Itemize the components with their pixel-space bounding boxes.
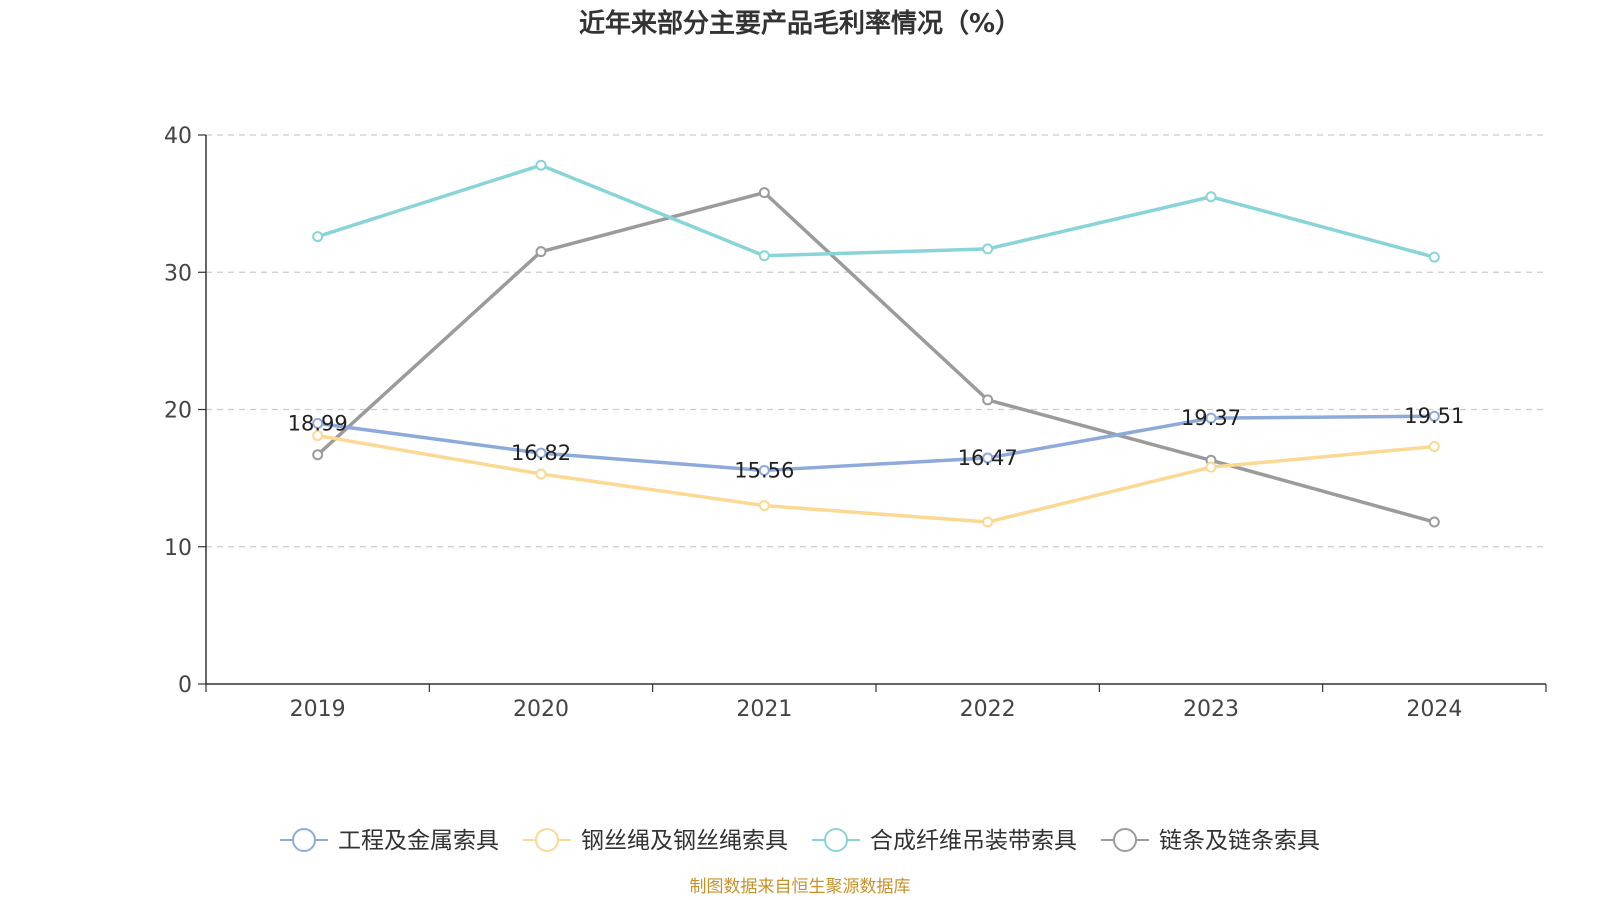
source-note: 制图数据来自恒生聚源数据库 [690, 877, 911, 897]
data-point [758, 187, 770, 199]
data-point [758, 464, 770, 476]
data-point [982, 394, 994, 406]
data-label: 16.47 [958, 446, 1018, 470]
series-line [317, 163, 1435, 259]
data-point [312, 417, 324, 429]
data-label: 15.56 [734, 458, 794, 482]
data-point [758, 250, 770, 262]
y-tick-label: 20 [164, 399, 192, 424]
series-line [317, 414, 1435, 473]
legend-marker-icon [535, 828, 559, 852]
data-point [1428, 441, 1440, 453]
data-label: 19.51 [1404, 404, 1464, 428]
data-point [1205, 461, 1217, 473]
y-tick-label: 0 [178, 673, 192, 698]
axes: 0 10 20 30 40 2019 2020 2021 2022 2023 2024 [164, 124, 1547, 722]
data-label: 18.99 [288, 411, 348, 435]
data-point [758, 500, 770, 512]
y-tick-label: 30 [164, 261, 192, 286]
legend-item: 钢丝绳及钢丝绳索具 [523, 828, 788, 854]
series-line [316, 190, 1435, 524]
data-point [1428, 516, 1440, 528]
legend-item: 链条及链条索具 [1101, 828, 1320, 854]
legend-label: 合成纤维吊装带索具 [870, 828, 1077, 854]
legend-label: 钢丝绳及钢丝绳索具 [581, 828, 788, 854]
legend-marker-icon [1113, 828, 1137, 852]
series [312, 159, 1440, 528]
data-point [1205, 412, 1217, 424]
x-tick-label: 2024 [1406, 697, 1462, 722]
y-tick-label: 10 [164, 536, 192, 561]
legend-marker-icon [824, 828, 848, 852]
series-line [317, 433, 1435, 524]
data-point [535, 159, 547, 171]
data-point [982, 516, 994, 528]
legend: 工程及金属索具 钢丝绳及钢丝绳索具 合成纤维吊装带索具 链条及链条索具 [280, 828, 1320, 854]
data-label: 19.37 [1181, 406, 1241, 430]
data-point [312, 231, 324, 243]
y-tick-label: 40 [164, 124, 192, 149]
data-point [1428, 251, 1440, 263]
chart-title: 近年来部分主要产品毛利率情况（%） [579, 8, 1021, 39]
x-tick-label: 2021 [736, 697, 792, 722]
data-point [535, 246, 547, 258]
legend-label: 工程及金属索具 [338, 828, 499, 854]
x-tick-label: 2022 [960, 697, 1016, 722]
data-point [312, 430, 324, 442]
legend-marker-icon [292, 828, 316, 852]
legend-label: 链条及链条索具 [1159, 828, 1320, 854]
grid [206, 134, 1546, 548]
data-point [312, 449, 324, 461]
data-point [1205, 191, 1217, 203]
data-label: 16.82 [511, 441, 571, 465]
legend-item: 合成纤维吊装带索具 [812, 828, 1077, 854]
data-point [535, 468, 547, 480]
data-point [982, 452, 994, 464]
legend-item: 工程及金属索具 [280, 828, 499, 854]
x-tick-label: 2023 [1183, 697, 1239, 722]
data-labels: 18.99 16.82 15.56 16.47 19.37 19.51 [288, 404, 1465, 482]
data-point [1428, 410, 1440, 422]
x-tick-label: 2020 [513, 697, 569, 722]
data-point [535, 447, 547, 459]
x-tick-label: 2019 [290, 697, 346, 722]
data-point [982, 243, 994, 255]
